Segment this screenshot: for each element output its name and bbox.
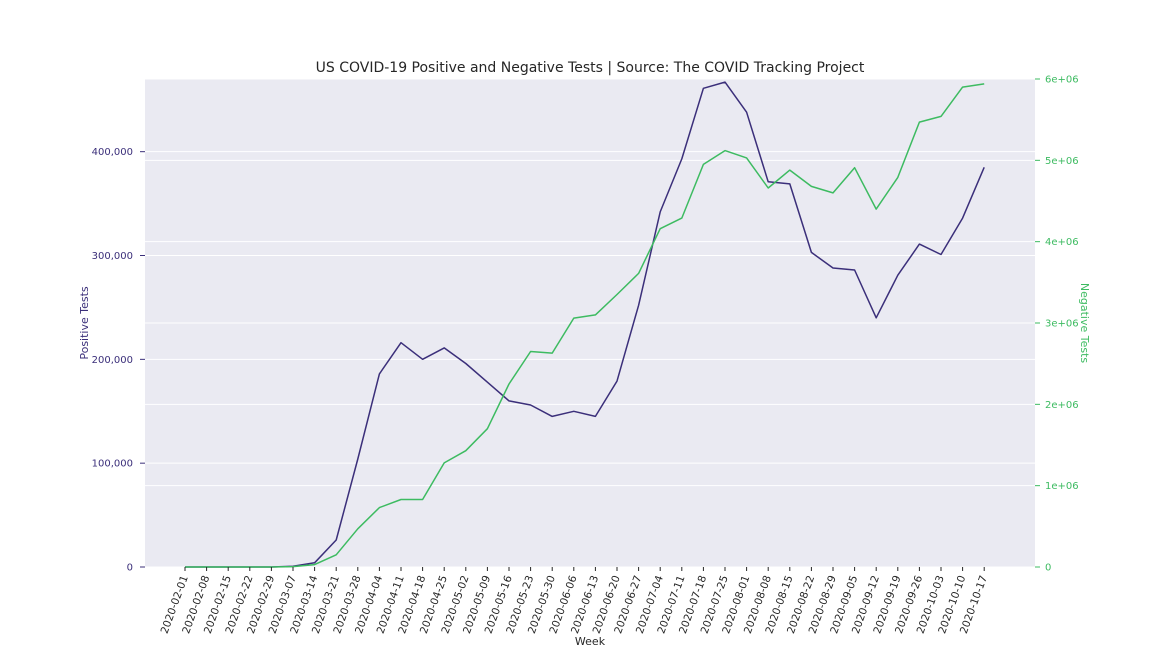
left-y-tick-label: 300,000 — [92, 251, 133, 262]
grid-lines — [145, 78, 1035, 568]
right-y-tick-label: 0 — [1045, 563, 1051, 574]
right-y-axis: 0 1e+06 2e+06 3e+06 4e+06 5e+06 6e+06 — [1035, 75, 1079, 574]
series-layer — [185, 81, 985, 568]
right-y-axis-label: Negative Tests — [1078, 283, 1091, 364]
left-y-axis: 0 100,000 200,000 300,000 400,000 — [92, 147, 145, 574]
left-y-axis-label: Positive Tests — [78, 286, 91, 360]
right-y-tick-label: 4e+06 — [1045, 237, 1079, 248]
left-y-tick-label: 200,000 — [92, 355, 133, 366]
right-y-tick-label: 6e+06 — [1045, 75, 1079, 86]
right-y-tick-label: 1e+06 — [1045, 481, 1079, 492]
x-axis-label: Week — [575, 635, 606, 648]
x-axis: 2020-02-012020-02-082020-02-152020-02-22… — [159, 567, 990, 635]
chart-title: US COVID-19 Positive and Negative Tests … — [316, 60, 865, 76]
left-y-tick-label: 400,000 — [92, 147, 133, 158]
left-y-tick-label: 0 — [127, 563, 133, 574]
right-y-tick-label: 3e+06 — [1045, 319, 1079, 330]
positive-tests-line — [185, 81, 985, 568]
negative-tests-line — [185, 83, 985, 568]
right-y-tick-label: 2e+06 — [1045, 400, 1079, 411]
right-y-tick-label: 5e+06 — [1045, 156, 1079, 167]
left-y-tick-label: 100,000 — [92, 459, 133, 470]
